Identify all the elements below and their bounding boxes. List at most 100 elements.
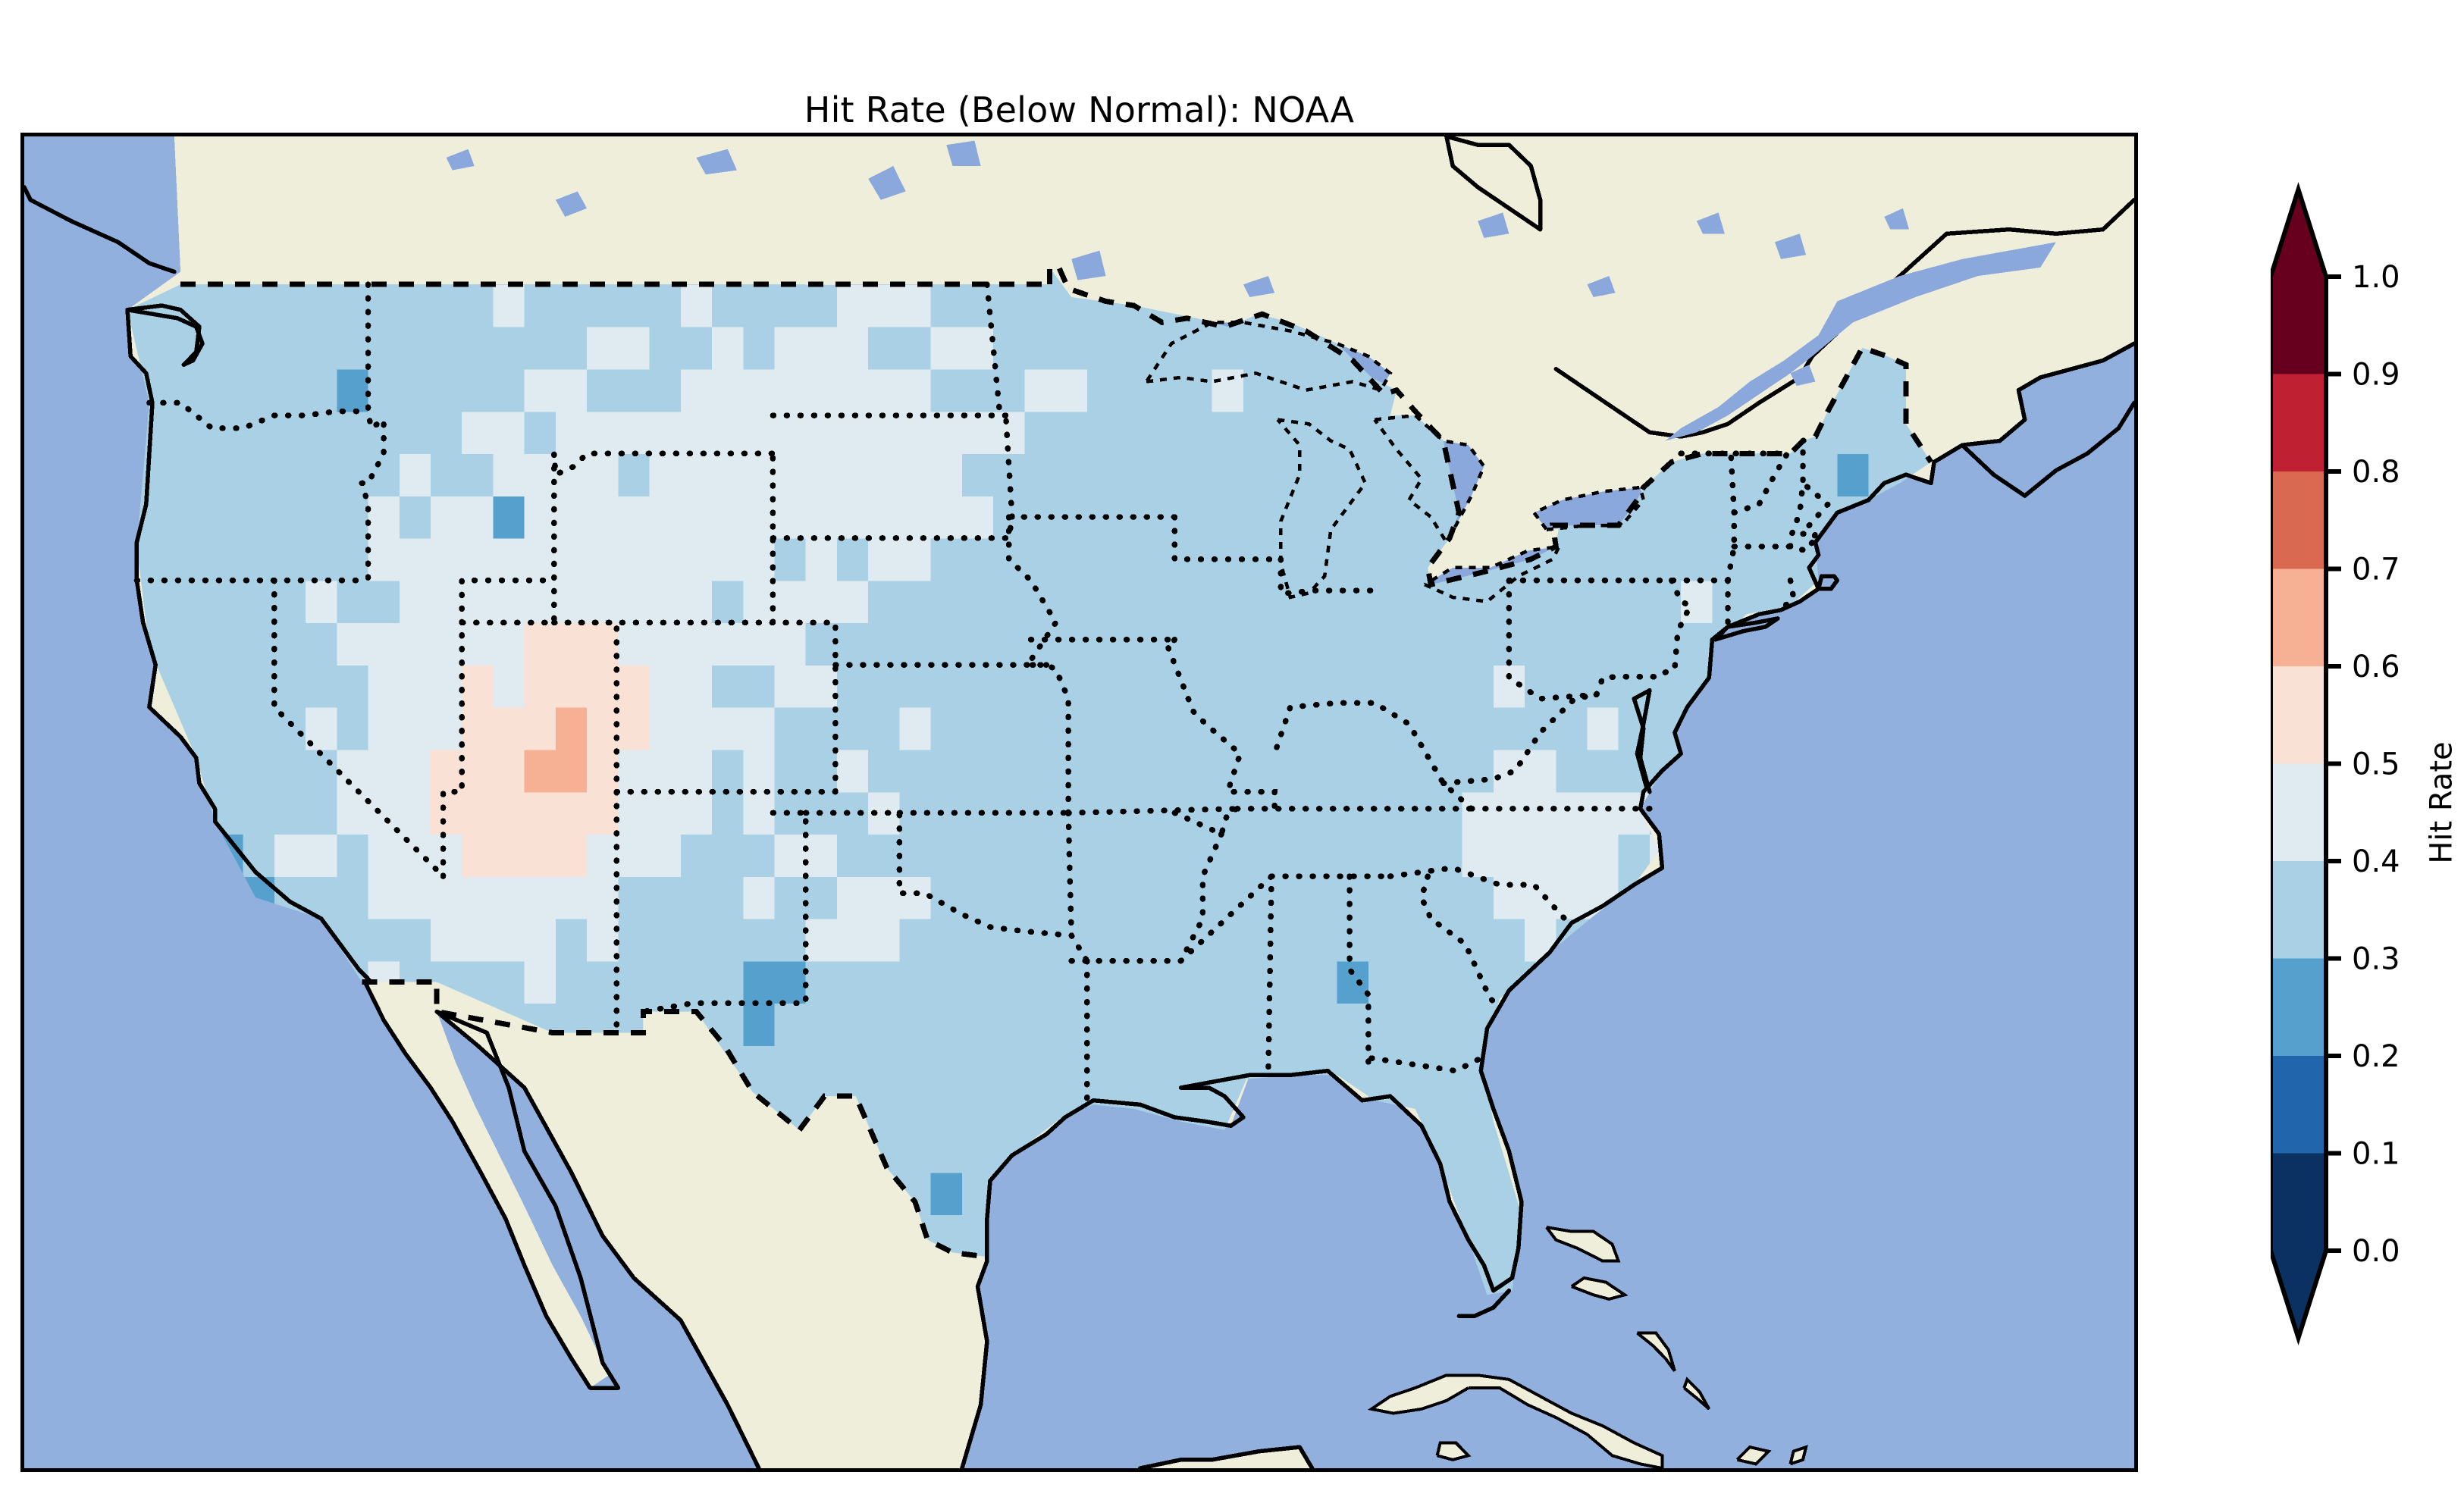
grid-cell	[1024, 960, 1057, 1004]
grid-cell	[524, 411, 556, 455]
grid-cell	[805, 1045, 838, 1088]
grid-cell	[961, 1088, 994, 1131]
grid-cell	[1306, 665, 1338, 708]
grid-cell	[1118, 453, 1150, 496]
grid-cell	[1462, 791, 1494, 835]
grid-cell	[649, 537, 682, 581]
grid-cell	[243, 580, 275, 624]
grid-cell	[1086, 918, 1119, 962]
grid-cell	[1274, 791, 1307, 835]
grid-cell	[555, 368, 588, 412]
grid-cell	[618, 749, 650, 793]
grid-cell	[1556, 791, 1588, 835]
grid-cell	[306, 411, 337, 455]
grid-cell	[868, 496, 901, 539]
grid-cell	[587, 284, 619, 327]
grid-cell	[1212, 411, 1244, 455]
grid-cell	[1525, 834, 1556, 877]
grid-cell	[1212, 368, 1244, 412]
colorbar[interactable]: 0.0 0.1 0.2 0.3 0.4 0.5 0.6 0.7 0.8 0.9 1.0 Hit Ra…	[2271, 133, 2464, 1472]
grid-cell	[1212, 1003, 1244, 1046]
grid-cell	[1868, 411, 1901, 455]
grid-cell	[1400, 876, 1431, 919]
grid-cell	[1681, 537, 1713, 581]
grid-cell	[524, 537, 556, 581]
grid-cell	[1086, 580, 1119, 624]
grid-cell	[774, 834, 807, 877]
grid-cell	[618, 411, 650, 455]
grid-cell	[149, 327, 181, 370]
grid-cell	[587, 622, 619, 666]
grid-cell	[899, 665, 932, 708]
grid-cell	[212, 622, 244, 666]
grid-cell	[1149, 1003, 1182, 1046]
grid-cell	[1649, 496, 1682, 539]
grid-cell	[1149, 580, 1182, 624]
grid-cell	[1212, 791, 1244, 835]
grid-cell	[274, 368, 306, 412]
grid-cell	[618, 665, 650, 708]
grid-cell	[961, 622, 994, 666]
grid-cell	[837, 327, 869, 370]
grid-cell	[274, 791, 306, 835]
grid-cell	[618, 496, 650, 539]
grid-cell	[493, 580, 525, 624]
grid-cell	[1306, 496, 1338, 539]
grid-cell	[1306, 1003, 1338, 1046]
grid-cell	[774, 1003, 807, 1046]
grid-cell	[1681, 453, 1713, 496]
grid-cell	[1306, 749, 1338, 793]
grid-cell	[868, 665, 901, 708]
colorbar-canvas[interactable]: 0.0 0.1 0.2 0.3 0.4 0.5 0.6 0.7 0.8 0.9 1.0	[2271, 133, 2422, 1472]
grid-cell	[1055, 580, 1088, 624]
grid-cell	[1306, 876, 1338, 919]
grid-cell	[1024, 876, 1057, 919]
grid-cell	[431, 580, 462, 624]
grid-cell	[1431, 791, 1463, 835]
grid-cell	[1337, 1003, 1369, 1046]
grid-cell	[337, 791, 369, 835]
grid-cell	[868, 1003, 901, 1046]
grid-cell	[961, 327, 994, 370]
grid-cell	[399, 622, 431, 666]
grid-cell	[368, 707, 400, 750]
grid-cell	[1086, 1045, 1119, 1088]
map-panel[interactable]	[20, 133, 2138, 1472]
grid-cell	[1368, 791, 1400, 835]
grid-cell	[805, 665, 838, 708]
grid-cell	[555, 918, 588, 962]
grid-cell	[1118, 368, 1150, 412]
grid-cell	[837, 1045, 869, 1088]
grid-cell	[1493, 918, 1525, 962]
grid-cell	[1024, 1003, 1057, 1046]
grid-cell	[337, 749, 369, 793]
grid-cell	[1180, 368, 1213, 412]
grid-cell	[680, 580, 713, 624]
grid-cell	[149, 453, 181, 496]
island-polygon	[1788, 1445, 1808, 1466]
grid-cell	[649, 918, 682, 962]
grid-cell	[243, 622, 275, 666]
grid-cell	[1180, 580, 1213, 624]
grid-cell	[1149, 707, 1182, 750]
grid-cell	[805, 411, 838, 455]
grid-cell	[930, 496, 963, 539]
grid-cell	[774, 876, 807, 919]
map-canvas[interactable]	[24, 136, 2134, 1468]
grid-cell	[993, 622, 1025, 666]
grid-cell	[930, 453, 963, 496]
grid-cell	[1525, 580, 1556, 624]
grid-cell	[1462, 1129, 1494, 1173]
grid-cell	[1368, 876, 1400, 919]
grid-cell	[524, 284, 556, 327]
grid-cell	[649, 327, 682, 370]
grid-cell	[555, 537, 588, 581]
grid-cell	[961, 580, 994, 624]
grid-cell	[1149, 749, 1182, 793]
grid-cell	[1587, 537, 1619, 581]
grid-cell	[555, 327, 588, 370]
grid-cell	[805, 622, 838, 666]
grid-cell	[524, 368, 556, 412]
grid-cell	[961, 1045, 994, 1088]
international-borders	[180, 265, 1933, 1260]
